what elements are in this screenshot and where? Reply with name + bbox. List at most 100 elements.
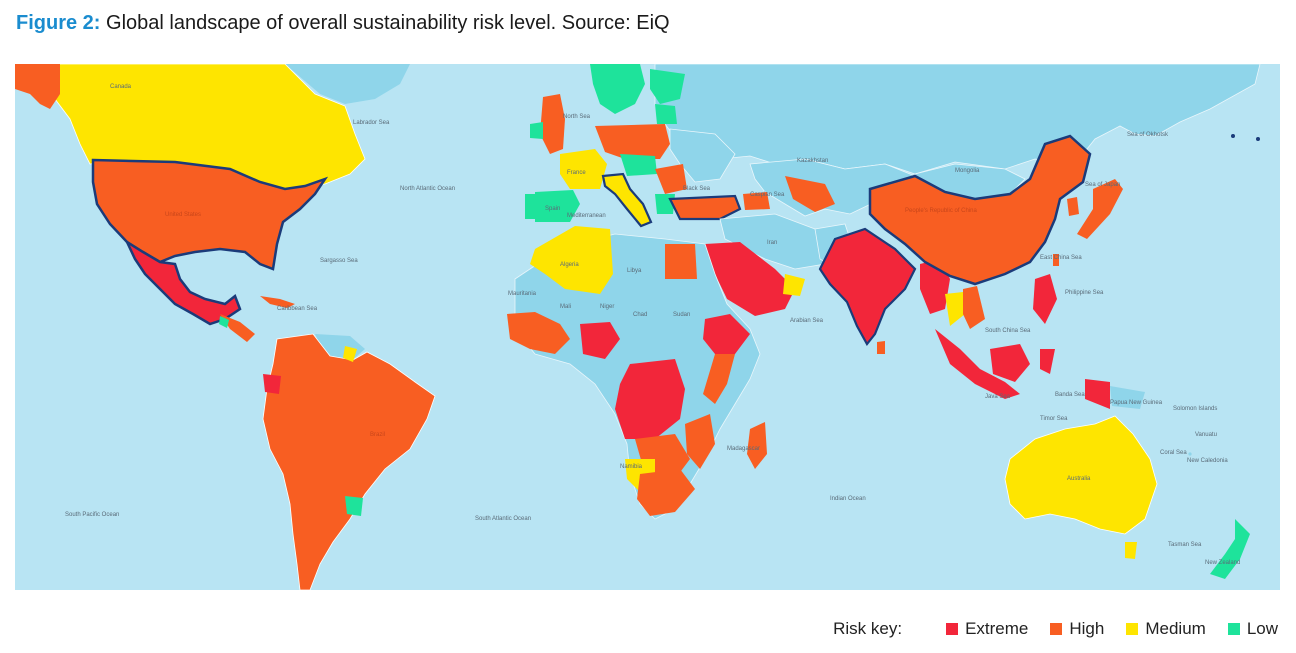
region-egypt <box>665 244 697 279</box>
legend-item-extreme: Extreme <box>946 619 1028 639</box>
label-labrador-sea: Labrador Sea <box>353 120 390 126</box>
region-ethiopia <box>703 314 750 354</box>
region-yemen-oman <box>783 274 805 296</box>
label-indian-ocean: Indian Ocean <box>830 496 866 502</box>
label-new-zealand: New Zealand <box>1205 560 1240 566</box>
region-sulawesi <box>1040 349 1055 374</box>
label-namibia: Namibia <box>620 464 643 470</box>
label-brazil: Brazil <box>370 432 385 438</box>
label-madagascar: Madagascar <box>727 446 760 452</box>
region-mexico <box>124 238 242 326</box>
region-new-zealand <box>1210 519 1250 579</box>
label-north-sea: North Sea <box>563 114 591 120</box>
label-sudan: Sudan <box>673 312 690 318</box>
legend-label-low: Low <box>1246 619 1278 638</box>
region-finland <box>650 69 685 104</box>
legend-label-extreme: Extreme <box>965 619 1029 638</box>
legend-swatch-extreme <box>946 623 959 635</box>
legend-item-medium: Medium <box>1126 619 1206 639</box>
region-scandinavia <box>590 64 645 114</box>
region-central-europe-low <box>620 154 657 176</box>
region-uruguay <box>345 496 363 516</box>
legend-label-medium: Medium <box>1145 619 1206 638</box>
region-borneo <box>990 344 1030 382</box>
label-south-atlantic: South Atlantic Ocean <box>475 516 531 522</box>
region-ecuador <box>263 374 281 394</box>
figure-number: Figure 2: <box>16 12 101 34</box>
island-marker <box>1188 452 1192 456</box>
label-canada: Canada <box>110 84 132 90</box>
label-australia: Australia <box>1067 476 1091 482</box>
label-china: People's Republic of China <box>905 208 978 214</box>
label-black-sea: Black Sea <box>683 186 711 192</box>
label-java-sea: Java Sea <box>985 394 1011 400</box>
region-australia <box>1004 415 1158 535</box>
region-portugal <box>525 194 537 219</box>
label-coral-sea: Coral Sea <box>1160 450 1187 456</box>
region-italy <box>601 172 653 228</box>
label-sea-of-okhotsk: Sea of Okhotsk <box>1127 132 1169 138</box>
legend-swatch-low <box>1227 623 1240 635</box>
figure-caption: Figure 2: Global landscape of overall su… <box>16 12 670 35</box>
label-south-pacific: South Pacific Ocean <box>65 512 119 518</box>
region-thailand <box>945 292 965 326</box>
region-eastern-europe-nodata <box>669 128 736 183</box>
legend-swatch-high <box>1050 623 1063 635</box>
region-united-states <box>91 158 329 271</box>
region-mozambique <box>685 414 715 469</box>
label-iran: Iran <box>767 240 777 246</box>
legend-title: Risk key: <box>833 619 903 638</box>
region-south-africa <box>637 469 695 516</box>
region-india <box>818 227 917 346</box>
label-niger: Niger <box>600 304 614 310</box>
region-ireland <box>530 122 543 139</box>
legend-swatch-medium <box>1126 623 1139 635</box>
region-taiwan <box>1053 254 1059 266</box>
region-greenland-nodata <box>285 64 410 104</box>
region-saudi-arabia <box>705 242 795 316</box>
label-philippine-sea: Philippine Sea <box>1065 290 1104 296</box>
label-france: France <box>567 170 586 176</box>
region-vietnam <box>963 286 985 329</box>
label-timor-sea: Timor Sea <box>1040 416 1068 422</box>
region-baltics <box>655 104 677 124</box>
label-south-china-sea: South China Sea <box>985 328 1031 334</box>
label-united-states: United States <box>165 212 201 218</box>
label-spain: Spain <box>545 206 560 212</box>
label-kazakhstan: Kazakhstan <box>797 158 828 164</box>
label-tasman-sea: Tasman Sea <box>1168 542 1202 548</box>
region-spain <box>535 190 580 222</box>
region-west-africa <box>507 312 570 354</box>
region-madagascar <box>747 422 767 469</box>
region-sri-lanka <box>877 341 885 354</box>
label-sargasso: Sargasso Sea <box>320 258 358 264</box>
island-marker <box>1256 137 1260 141</box>
region-morocco-algeria <box>530 226 613 294</box>
label-mediterranean: Mediterranean <box>567 213 606 219</box>
region-balkans <box>655 164 687 194</box>
label-solomon: Solomon Islands <box>1173 406 1217 412</box>
label-mongolia: Mongolia <box>955 168 980 174</box>
label-east-china-sea: East China Sea <box>1040 255 1082 261</box>
world-risk-map: Canada Labrador Sea North Atlantic Ocean… <box>15 64 1280 590</box>
region-caucasus <box>743 192 770 210</box>
label-papua: Papua New Guinea <box>1110 400 1163 406</box>
region-nigeria <box>580 322 620 359</box>
label-sea-of-japan: Sea of Japan <box>1085 182 1120 188</box>
legend-item-high: High <box>1050 619 1104 639</box>
legend-item-low: Low <box>1227 619 1278 639</box>
region-iran-high <box>785 176 835 212</box>
region-png-nodata <box>1110 386 1145 409</box>
region-guyana <box>343 346 357 362</box>
label-libya: Libya <box>627 268 642 274</box>
label-north-atlantic: North Atlantic Ocean <box>400 186 455 192</box>
region-alaska <box>15 64 60 109</box>
region-france <box>560 149 607 189</box>
region-tasmania <box>1125 542 1137 559</box>
region-uk <box>540 94 565 154</box>
label-mali: Mali <box>560 304 571 310</box>
risk-legend: Risk key: Extreme High Medium Low <box>833 618 1278 640</box>
region-papua <box>1085 379 1110 409</box>
label-chad: Chad <box>633 312 647 318</box>
legend-label-high: High <box>1069 619 1105 638</box>
